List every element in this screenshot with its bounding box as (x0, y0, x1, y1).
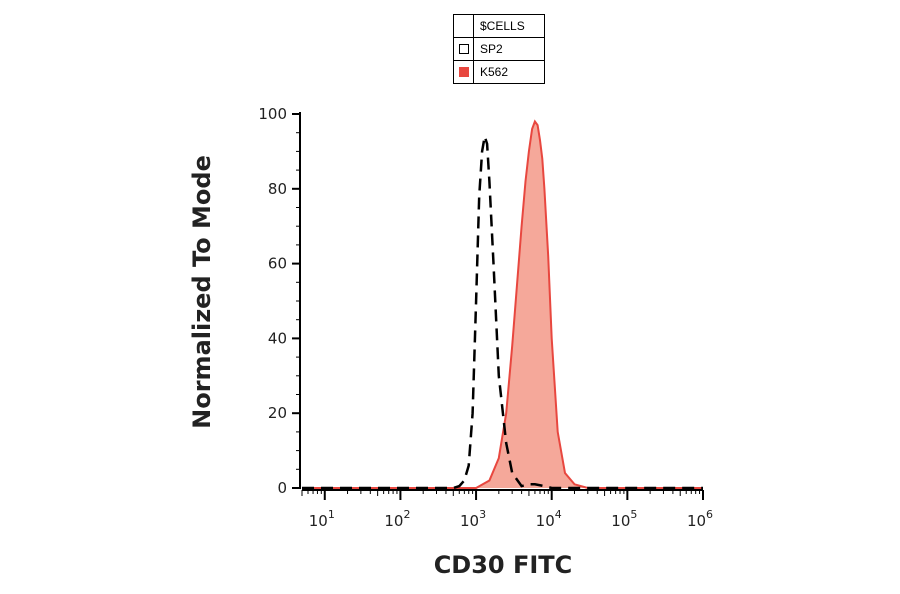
legend-header-blank (454, 15, 474, 37)
y-tick-label: 60 (268, 255, 287, 273)
y-tick-label: 0 (277, 479, 287, 497)
legend: $CELLS SP2 K562 (453, 14, 545, 84)
legend-swatch-sp2 (458, 44, 469, 54)
series-k562-line (302, 119, 703, 489)
x-tick-label: 106 (687, 508, 713, 530)
x-tick-label: 104 (536, 508, 562, 530)
y-tick-label: 100 (258, 105, 287, 123)
legend-swatch-k562 (458, 67, 469, 77)
legend-label-k562: K562 (480, 65, 509, 79)
legend-header: $CELLS (454, 15, 544, 37)
legend-label-sp2: SP2 (480, 42, 503, 56)
x-axis: 101 102 103 104 105 106 (301, 489, 713, 530)
x-tick-label: 103 (460, 508, 486, 530)
x-axis-label: CD30 FITC (433, 551, 573, 579)
y-axis-label: Normalized To Mode (188, 155, 216, 429)
x-tick-label: 105 (611, 508, 637, 530)
series-sp2-line (302, 136, 703, 490)
x-tick-label: 102 (384, 508, 410, 530)
x-tick-label: 101 (309, 508, 335, 530)
y-tick-label: 80 (268, 180, 287, 198)
y-tick-label: 20 (268, 404, 287, 422)
y-axis: 0 20 40 60 80 100 (258, 105, 301, 497)
legend-entry-sp2: SP2 (454, 37, 544, 60)
plot-series (302, 119, 703, 490)
legend-title: $CELLS (480, 19, 525, 33)
legend-entry-k562: K562 (454, 60, 544, 83)
y-tick-label: 40 (268, 329, 287, 347)
